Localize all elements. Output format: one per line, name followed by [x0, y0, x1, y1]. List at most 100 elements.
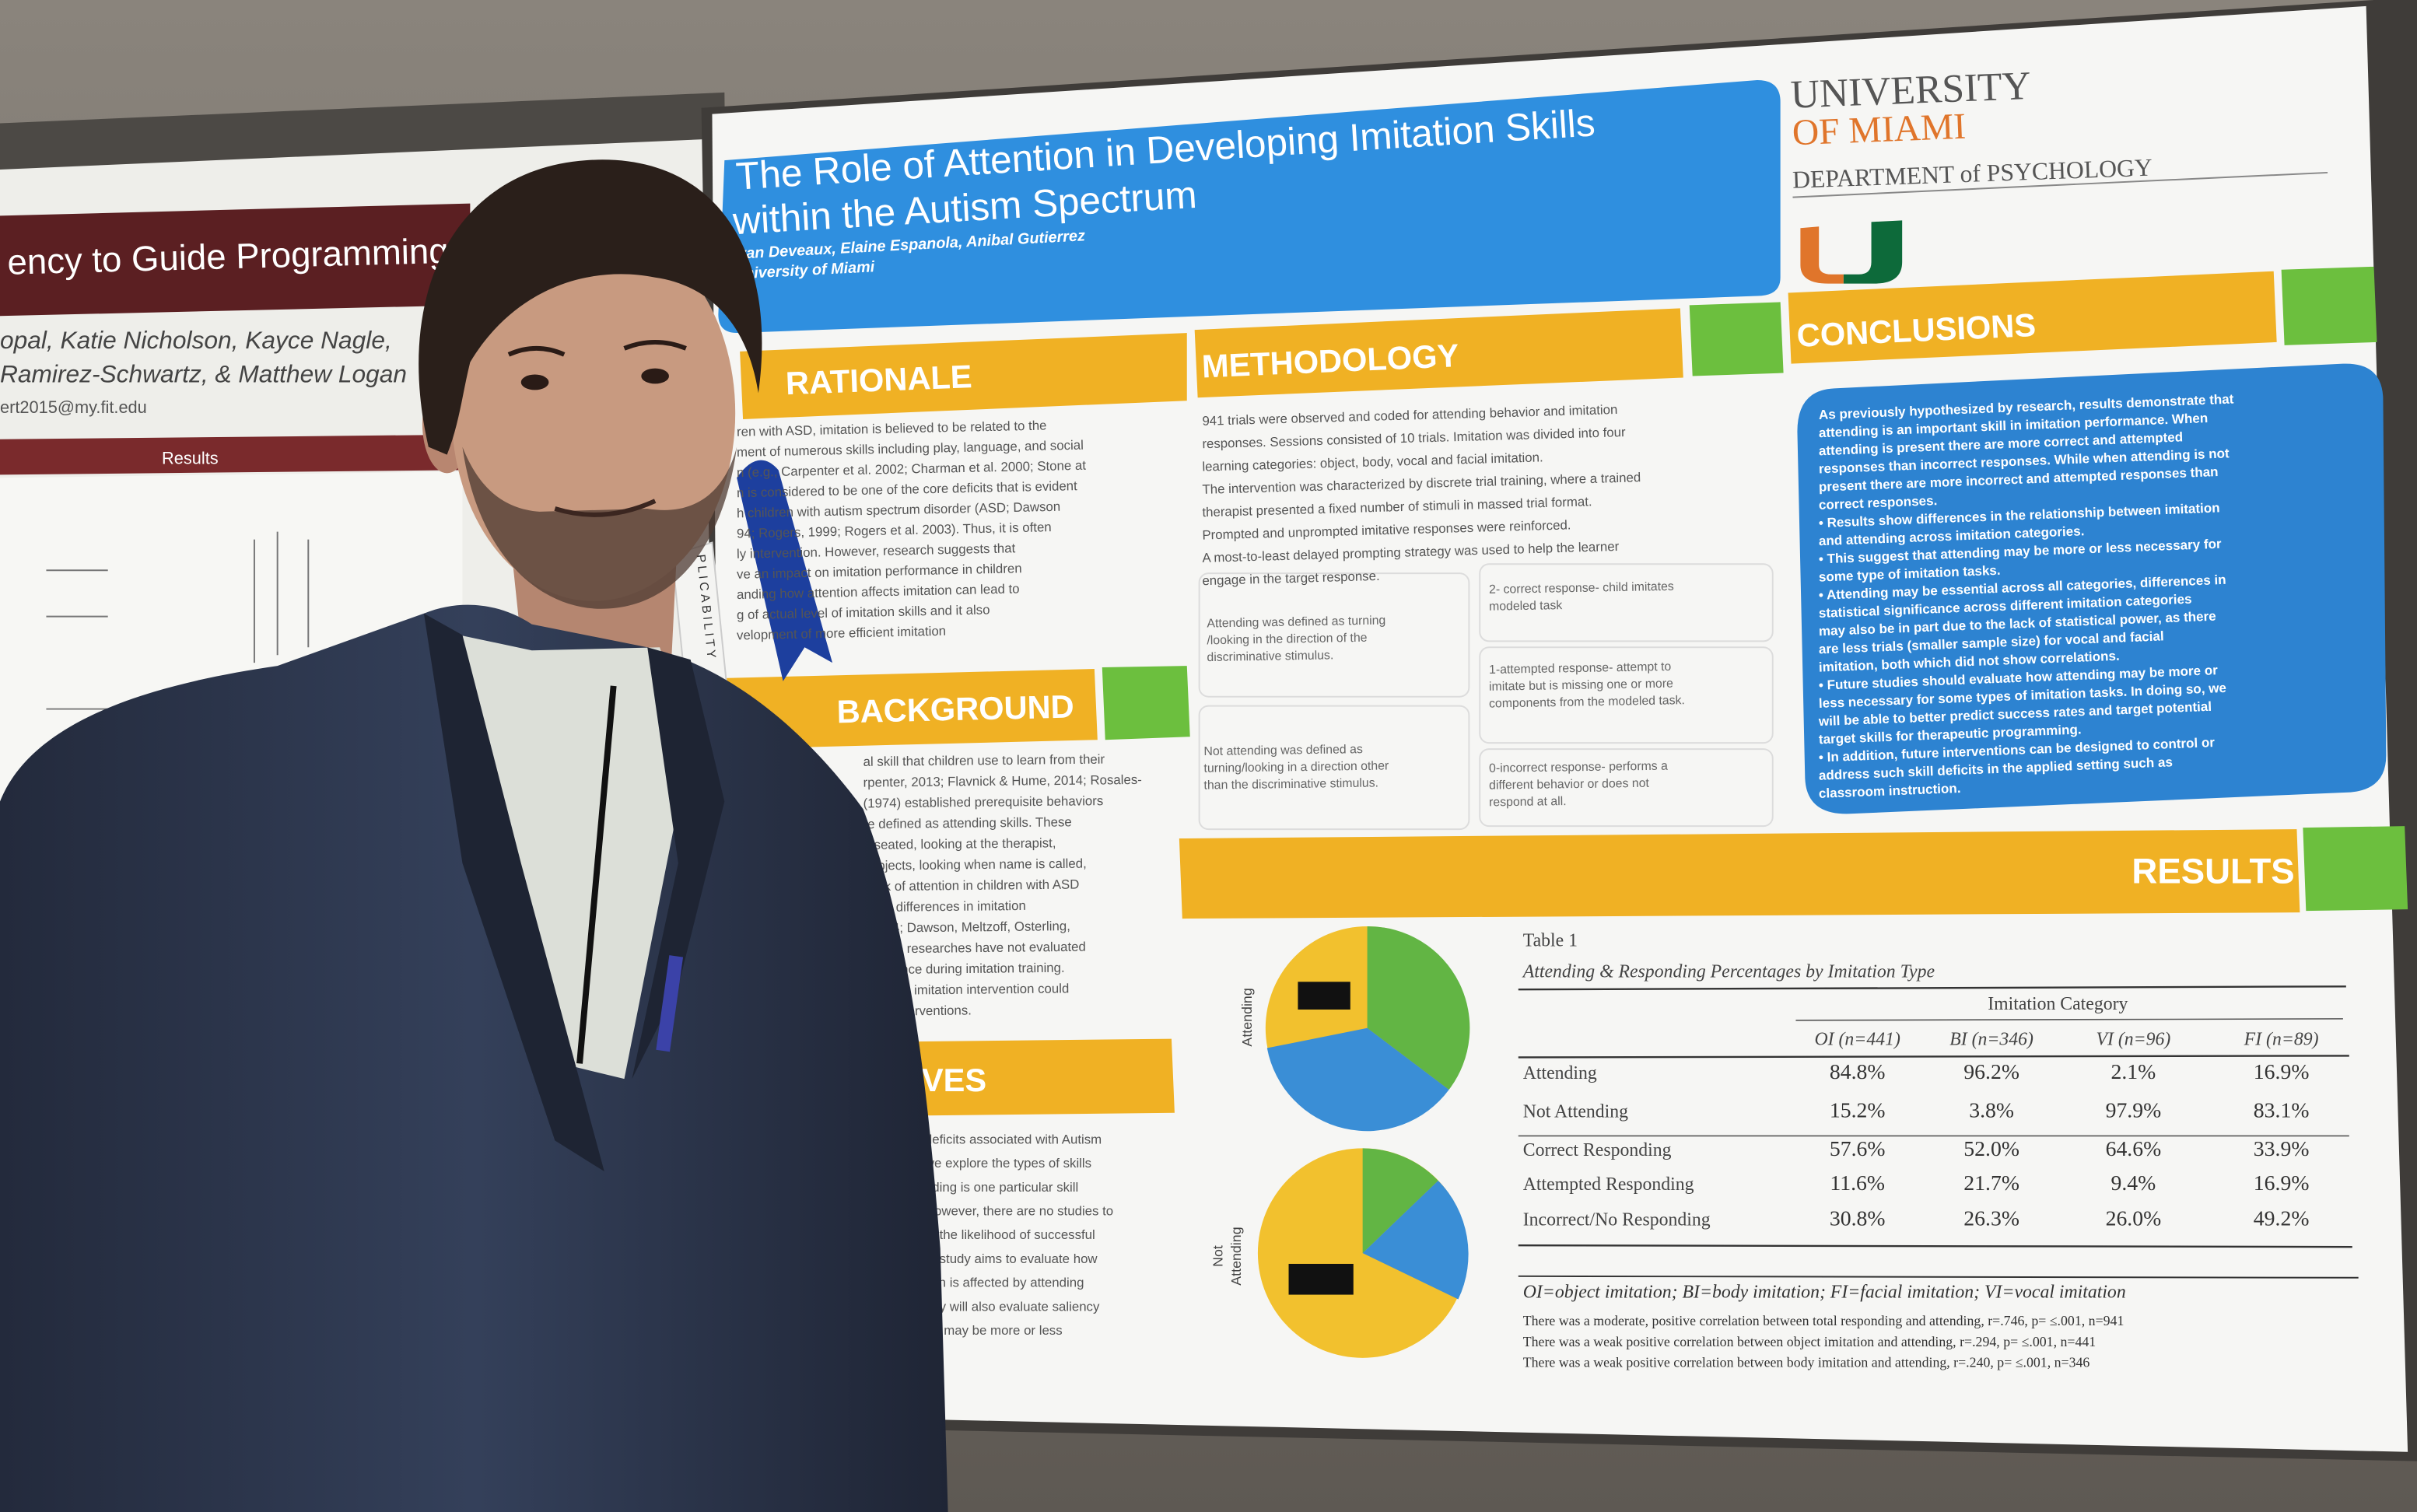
table-row-label: Attempted Responding	[1523, 1174, 1694, 1195]
results-bar	[1179, 829, 2300, 919]
green-block	[1689, 302, 1784, 376]
body-text: respond at all.	[1489, 795, 1567, 809]
title-box	[718, 80, 1781, 334]
body-text: re defined as attending skills. These	[863, 814, 1071, 831]
green-block	[2281, 266, 2377, 345]
body-text: tion is affected by attending	[925, 1276, 1084, 1290]
table-row-label: Not Attending	[1523, 1102, 1628, 1122]
table-rule	[1795, 1018, 2343, 1021]
table-cell: 15.2%	[1830, 1099, 1886, 1123]
body-text: 0-incorrect response- performs a	[1489, 760, 1668, 775]
body-text: There was a weak positive correlation be…	[1523, 1355, 2090, 1370]
body-text: There was a moderate, positive correlati…	[1523, 1313, 2125, 1328]
table-cell: 49.2%	[2254, 1206, 2310, 1230]
table-title: Attending & Responding Percentages by Im…	[1522, 961, 1935, 982]
table-note: OI=object imitation; BI=body imitation; …	[1523, 1283, 2126, 1303]
definition-box	[1198, 705, 1470, 831]
body-text: different behavior or does not	[1489, 777, 1650, 793]
pie-not-attending	[1257, 1148, 1469, 1358]
body-text: 2- correct response- child imitates	[1489, 580, 1674, 597]
body-text: /looking in the direction of the	[1207, 632, 1368, 648]
body-text: rformance during imitation training.	[863, 961, 1064, 978]
section-heading: RATIONALE	[785, 358, 972, 401]
table-cell: 16.9%	[2254, 1171, 2310, 1195]
lapel	[632, 647, 725, 1080]
table-cell: 2.1%	[2111, 1060, 2156, 1084]
table-cell: 21.7%	[1963, 1171, 2019, 1195]
pen	[656, 955, 684, 1052]
pie-slice	[1362, 1180, 1469, 1300]
logo-u-left	[1800, 226, 1844, 284]
table-cell: 64.6%	[2106, 1137, 2162, 1161]
body-text: Attending was defined as turning	[1207, 614, 1385, 631]
table-cell: 30.8%	[1830, 1206, 1886, 1230]
left-poster-email: ert2015@my.fit.edu	[0, 397, 147, 417]
left-poster-banner	[0, 203, 471, 317]
table-rule	[1518, 1275, 2359, 1279]
table: OI (n=441) BI (n=346) VI (n=96) FI (n=89) At…	[1523, 1030, 2319, 1231]
left-poster-authors: opal, Katie Nicholson, Kayce Nagle,	[0, 326, 392, 354]
conclusions-box	[1797, 363, 2387, 814]
table-row-label: Attending	[1523, 1063, 1597, 1083]
lanyard	[576, 685, 617, 1064]
left-results-bar	[0, 434, 463, 475]
definition-box	[1198, 572, 1470, 698]
body-text: g during imitation intervention could	[863, 981, 1069, 998]
section-heading: RESULTS	[2132, 851, 2294, 891]
brow	[623, 339, 687, 351]
body-text: nt study aims to evaluate how	[925, 1251, 1098, 1266]
table-cell: 52.0%	[1963, 1137, 2019, 1161]
body-text: tor in differences in imitation	[863, 898, 1025, 915]
pie-label: Not	[1210, 1245, 1225, 1267]
shirt	[459, 635, 691, 1080]
pie-label-box	[1298, 982, 1350, 1010]
logo-u-right	[1843, 220, 1903, 284]
table-caption: Table 1	[1523, 931, 1578, 951]
pie-label: Attending	[1228, 1227, 1244, 1285]
body-text: (1974) established prerequisite behavior…	[863, 793, 1103, 810]
table-rule	[1518, 985, 2346, 991]
table-cell: 9.4%	[2111, 1171, 2156, 1195]
rationale-bar	[740, 333, 1187, 420]
section-heading: BACKGROUND	[836, 688, 1074, 730]
table-cell: 11.6%	[1830, 1171, 1885, 1195]
body-text: te the likelihood of successful	[925, 1227, 1095, 1242]
background-bar	[724, 669, 1098, 750]
eye	[641, 368, 669, 384]
logo-university: UNIVERSITY	[1790, 64, 2032, 117]
table-rule	[1518, 1244, 2352, 1248]
body-text: , 2014; Dawson, Meltzoff, Osterling,	[863, 919, 1070, 936]
table-cell: 26.0%	[2106, 1206, 2162, 1230]
body-text: Lack of attention in children with ASD	[863, 877, 1079, 894]
pie-slice	[1266, 1027, 1449, 1132]
green-block	[2303, 826, 2408, 912]
table-column-header: BI (n=346)	[1949, 1030, 2033, 1050]
table-column-header: FI (n=89)	[2244, 1030, 2319, 1050]
lapel	[423, 613, 604, 1172]
objectives-bar	[886, 1038, 1175, 1116]
body-text: nding is one particular skill	[925, 1180, 1078, 1195]
body-text: Not attending was defined as	[1203, 743, 1363, 758]
body-text: However, there are no studies to	[925, 1204, 1113, 1219]
pie-label: Attending	[1239, 988, 1255, 1046]
smile	[554, 499, 657, 517]
ribbon	[737, 460, 833, 681]
body-text: There was a weak positive correlation be…	[1523, 1334, 2096, 1349]
pie-slice	[1367, 926, 1470, 1090]
pie-attending	[1265, 926, 1470, 1132]
table-cell: 57.6%	[1830, 1137, 1886, 1161]
body-text: than the discriminative stimulus.	[1203, 776, 1378, 792]
definition-box	[1479, 646, 1774, 744]
definition-box	[1479, 563, 1774, 642]
body-text: rpenter, 2013; Flavnick & Hume, 2014; Ro…	[863, 772, 1141, 790]
table-column-header: OI (n=441)	[1815, 1030, 1900, 1050]
body-text: turning/looking in a direction other	[1203, 759, 1389, 775]
logo-miami: OF MIAMI	[1792, 107, 1967, 154]
green-block	[1102, 666, 1190, 740]
body-text: al skill that children use to learn from…	[863, 752, 1105, 769]
body-text: to date researches have not evaluated	[863, 940, 1085, 957]
table-cell: 84.8%	[1830, 1060, 1886, 1084]
table-row-label: Incorrect/No Responding	[1523, 1209, 1711, 1230]
